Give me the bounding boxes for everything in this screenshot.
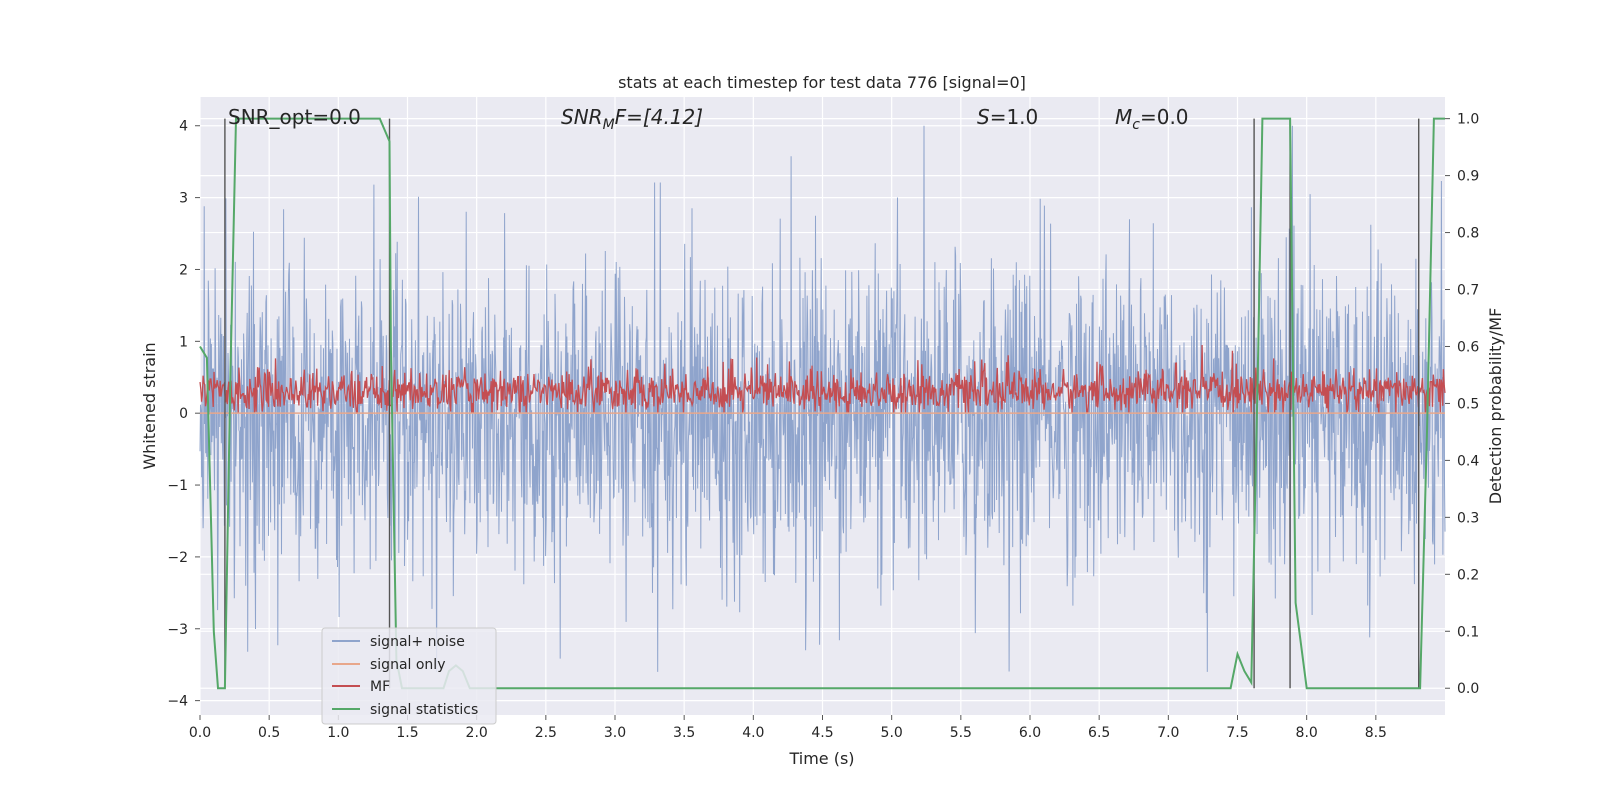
annotation-mc-subscript: c	[1132, 117, 1140, 133]
legend-label-signal-statistics: signal statistics	[370, 702, 478, 718]
legend-label-mf: MF	[370, 679, 390, 695]
annotation-snr-mf: SNRMF=[4.12]	[561, 105, 703, 133]
y-tick-label-right: 1.0	[1457, 112, 1479, 128]
y-tick-label-right: 0.2	[1457, 567, 1479, 583]
x-tick-label: 5.0	[881, 725, 903, 741]
chart-title: stats at each timestep for test data 776…	[618, 73, 1026, 92]
x-tick-label: 3.0	[604, 725, 626, 741]
x-tick-label: 4.5	[811, 725, 833, 741]
x-tick-label: 1.5	[396, 725, 418, 741]
y-tick-label-right: 0.3	[1457, 510, 1479, 526]
x-tick-label: 6.0	[1019, 725, 1041, 741]
y-axis-label-left: Whitened strain	[140, 342, 159, 469]
tick-labels: 0.0 0.5 1.0 1.5 2.0 2.5 3.0 3.5 4.0 4.5 5.0 5.5 6.0 6…	[167, 112, 1479, 741]
y-tick-label-right: 0.4	[1457, 453, 1479, 469]
annotation-snr-mf-value: F=[4.12]	[615, 105, 703, 129]
y-tick-label-left: 3	[179, 191, 188, 207]
x-tick-label: 2.5	[535, 725, 557, 741]
x-tick-label: 4.0	[742, 725, 764, 741]
y-tick-label-left: 0	[179, 406, 188, 422]
x-tick-label: 3.5	[673, 725, 695, 741]
annotation-s: S=1.0	[977, 105, 1038, 129]
annotation-mc: Mc=0.0	[1115, 105, 1189, 133]
x-tick-label: 7.0	[1157, 725, 1179, 741]
legend: signal+ noise signal only MF signal stat…	[321, 627, 497, 725]
x-tick-label: 0.5	[258, 725, 280, 741]
y-tick-label-left: 1	[179, 334, 188, 350]
annotation-mc-value: =0.0	[1140, 105, 1189, 129]
y-tick-label-left: −3	[167, 622, 188, 638]
annotation-s-value: =1.0	[990, 105, 1039, 129]
signal-noise-series	[199, 125, 1446, 672]
x-tick-label: 8.5	[1365, 725, 1387, 741]
y-tick-label-right: 0.9	[1457, 169, 1479, 185]
mf-series	[199, 344, 1446, 414]
mf-line	[199, 344, 1446, 414]
legend-label-signal-only: signal only	[370, 657, 445, 673]
x-axis-label: Time (s)	[788, 749, 854, 768]
annotation-snr-mf-symbol: SNR	[561, 105, 603, 129]
annotation-s-symbol: S	[977, 105, 990, 129]
y-tick-label-left: 4	[179, 119, 188, 135]
legend-label-signal-noise: signal+ noise	[370, 634, 465, 650]
annotation-snr-mf-subscript: M	[603, 117, 615, 133]
x-tick-label: 8.0	[1296, 725, 1318, 741]
legend-box	[321, 627, 497, 725]
annotation-mc-symbol: M	[1115, 105, 1132, 129]
x-tick-label: 7.5	[1226, 725, 1248, 741]
y-tick-label-right: 0.0	[1457, 681, 1479, 697]
x-tick-label: 1.0	[327, 725, 349, 741]
y-tick-label-right: 0.6	[1457, 339, 1479, 355]
y-tick-label-left: −4	[167, 694, 188, 710]
annotation-snr-opt: SNR_opt=0.0	[228, 105, 361, 129]
y-tick-label-left: 2	[179, 262, 188, 278]
x-tick-label: 2.0	[466, 725, 488, 741]
y-tick-label-right: 0.5	[1457, 396, 1479, 412]
y-tick-label-left: −2	[167, 550, 188, 566]
x-tick-label: 0.0	[189, 725, 211, 741]
y-tick-label-left: −1	[167, 478, 188, 494]
y-tick-label-right: 0.7	[1457, 283, 1479, 299]
y-tick-label-right: 0.8	[1457, 226, 1479, 242]
x-tick-label: 5.5	[950, 725, 972, 741]
y-tick-label-right: 0.1	[1457, 624, 1479, 640]
x-tick-label: 6.5	[1088, 725, 1110, 741]
signal-noise-line	[199, 125, 1446, 672]
y-axis-label-right: Detection probability/MF	[1486, 308, 1505, 505]
